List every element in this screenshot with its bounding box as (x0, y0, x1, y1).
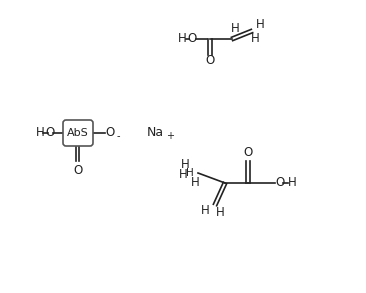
Text: H: H (216, 207, 224, 219)
Text: H: H (181, 159, 189, 171)
Text: Na: Na (146, 127, 164, 139)
Text: H: H (178, 33, 186, 45)
Text: O: O (73, 163, 83, 176)
Text: O: O (105, 127, 115, 139)
Text: +: + (166, 131, 174, 141)
Text: H: H (251, 32, 259, 45)
Text: O: O (45, 127, 55, 139)
Text: -: - (116, 131, 120, 141)
Text: H: H (231, 21, 239, 35)
Text: O: O (187, 33, 197, 45)
Text: H: H (201, 205, 209, 217)
Text: O: O (205, 54, 214, 67)
Text: AbS: AbS (67, 128, 89, 138)
Text: O: O (275, 176, 285, 190)
Text: H: H (36, 127, 44, 139)
Text: O: O (243, 146, 253, 159)
FancyBboxPatch shape (63, 120, 93, 146)
Text: H: H (186, 168, 194, 178)
Text: H: H (255, 18, 264, 32)
Text: H: H (288, 176, 296, 190)
Text: H: H (191, 176, 199, 190)
Text: H: H (179, 168, 187, 181)
